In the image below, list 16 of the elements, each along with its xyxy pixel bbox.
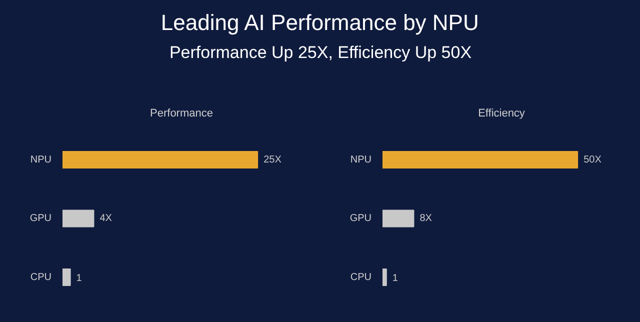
y-tick-label: GPU [30,213,52,224]
y-tick-label: CPU [350,272,372,283]
text: Leading AI Performance by NPU [160,10,479,35]
data-label: 50X [584,154,602,166]
text: Performance Up 25X, Efficiency Up 50X [169,43,472,62]
data-label: 8X [420,213,432,224]
chart-title: Performance [150,108,213,120]
y-tick-label: NPU [350,154,372,166]
y-tick-label: NPU [30,154,52,166]
data-label: 1 [76,272,82,284]
data-label: 1 [392,272,398,284]
y-tick-label: CPU [30,272,52,283]
data-label: 25X [264,154,282,166]
data-label: 4X [100,213,112,224]
chart-title: Efficiency [478,108,526,120]
y-tick-label: GPU [350,213,372,224]
